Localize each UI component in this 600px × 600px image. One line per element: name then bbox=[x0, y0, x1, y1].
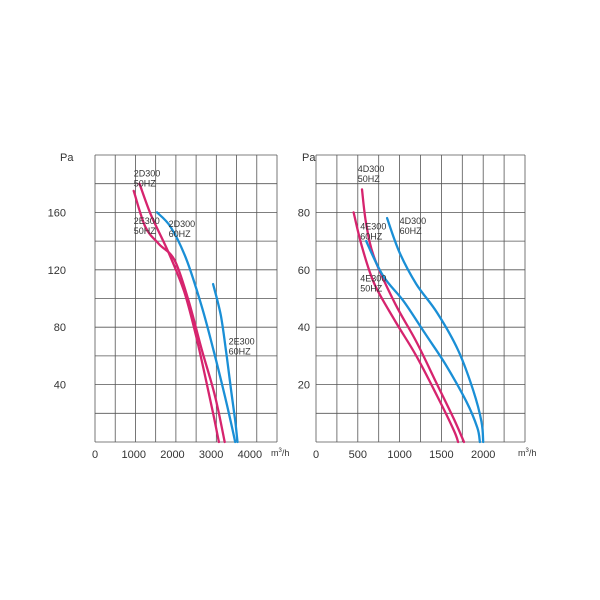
x-tick-label: 4000 bbox=[238, 449, 262, 461]
y-tick-label: 40 bbox=[54, 380, 66, 392]
series-line-2d300-60hz bbox=[155, 211, 237, 444]
y-tick-label: 20 bbox=[298, 380, 310, 392]
x-tick-label: 1000 bbox=[387, 449, 411, 461]
grid bbox=[315, 154, 526, 443]
curve-label: 4E300 60HZ bbox=[360, 222, 386, 242]
series-line-4d300-50hz bbox=[360, 188, 466, 444]
x-tick-label: 1000 bbox=[121, 449, 145, 461]
x-axis-label: m3/h bbox=[271, 448, 289, 458]
y-axis-label: Pa bbox=[302, 152, 316, 164]
grid bbox=[94, 154, 278, 443]
x-tick-label: 2000 bbox=[471, 449, 495, 461]
curve-label: 4D300 50HZ bbox=[358, 164, 385, 184]
chart-panel-right: Pa 20 40 60 80 0 500 1000 1500 2000 m3/h 4D300 50HZ 4… bbox=[298, 152, 537, 461]
y-tick-label: 160 bbox=[48, 207, 66, 219]
y-tick-label: 80 bbox=[54, 322, 66, 334]
y-tick-label: 80 bbox=[298, 207, 310, 219]
x-axis-label: m3/h bbox=[518, 448, 536, 458]
series-line-4e300-50hz bbox=[352, 211, 460, 444]
curve-label: 2E300 60HZ bbox=[229, 336, 255, 356]
x-tick-label: 1500 bbox=[429, 449, 453, 461]
y-tick-label: 120 bbox=[48, 265, 66, 277]
curve-label: 2D300 60HZ bbox=[169, 219, 196, 239]
x-tick-label: 0 bbox=[92, 449, 98, 461]
curve-label: 4E300 50HZ bbox=[360, 273, 386, 293]
curve-label: 2E300 50HZ bbox=[134, 216, 160, 236]
x-tick-label: 500 bbox=[349, 449, 367, 461]
y-axis-label: Pa bbox=[60, 152, 74, 164]
curve-label: 2D300 50HZ bbox=[134, 169, 161, 189]
x-tick-label: 2000 bbox=[160, 449, 184, 461]
x-tick-label: 3000 bbox=[199, 449, 223, 461]
curve-label: 4D300 60HZ bbox=[400, 216, 427, 236]
chart-panel-left: Pa 40 80 120 160 0 1000 2000 3000 4000 m3/h 2D300 50… bbox=[48, 152, 290, 461]
series-line-2d300-50hz bbox=[138, 182, 221, 444]
y-tick-label: 40 bbox=[298, 322, 310, 334]
series-line-2e300-50hz bbox=[132, 189, 226, 444]
y-tick-label: 60 bbox=[298, 265, 310, 277]
series-line-2e300-60hz bbox=[211, 282, 239, 444]
x-tick-label: 0 bbox=[313, 449, 319, 461]
series-line-4e300-60hz bbox=[385, 216, 485, 444]
series-line-4d300-60hz bbox=[365, 239, 482, 444]
